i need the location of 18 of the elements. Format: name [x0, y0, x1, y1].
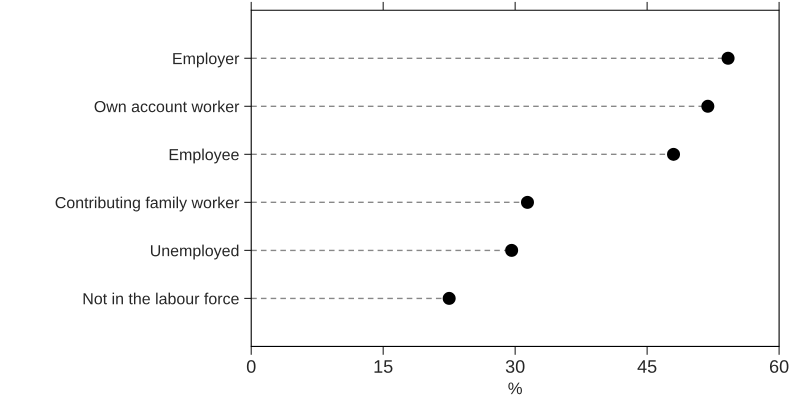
point	[701, 100, 714, 113]
x-tick-label: 30	[506, 360, 524, 373]
point	[505, 244, 518, 257]
y-tick-label: Not in the labour force	[84, 292, 239, 304]
point	[442, 292, 456, 305]
y-tick-label: Employee	[170, 148, 239, 164]
y-tick-label: Unemployed	[150, 244, 238, 260]
x-tick-label: 45	[638, 360, 656, 373]
x-tick-label: 15	[374, 360, 392, 373]
y-tick-label: Own account worker	[94, 100, 240, 112]
y-tick-label: Employer	[173, 52, 240, 68]
point	[722, 52, 735, 65]
x-tick-label: 60	[770, 360, 788, 373]
x-axis-title: %	[508, 382, 522, 394]
y-tick-label: Contributing family worker	[56, 196, 240, 212]
x-tick-label: 0	[246, 360, 256, 373]
point	[667, 148, 680, 161]
point	[520, 196, 534, 209]
